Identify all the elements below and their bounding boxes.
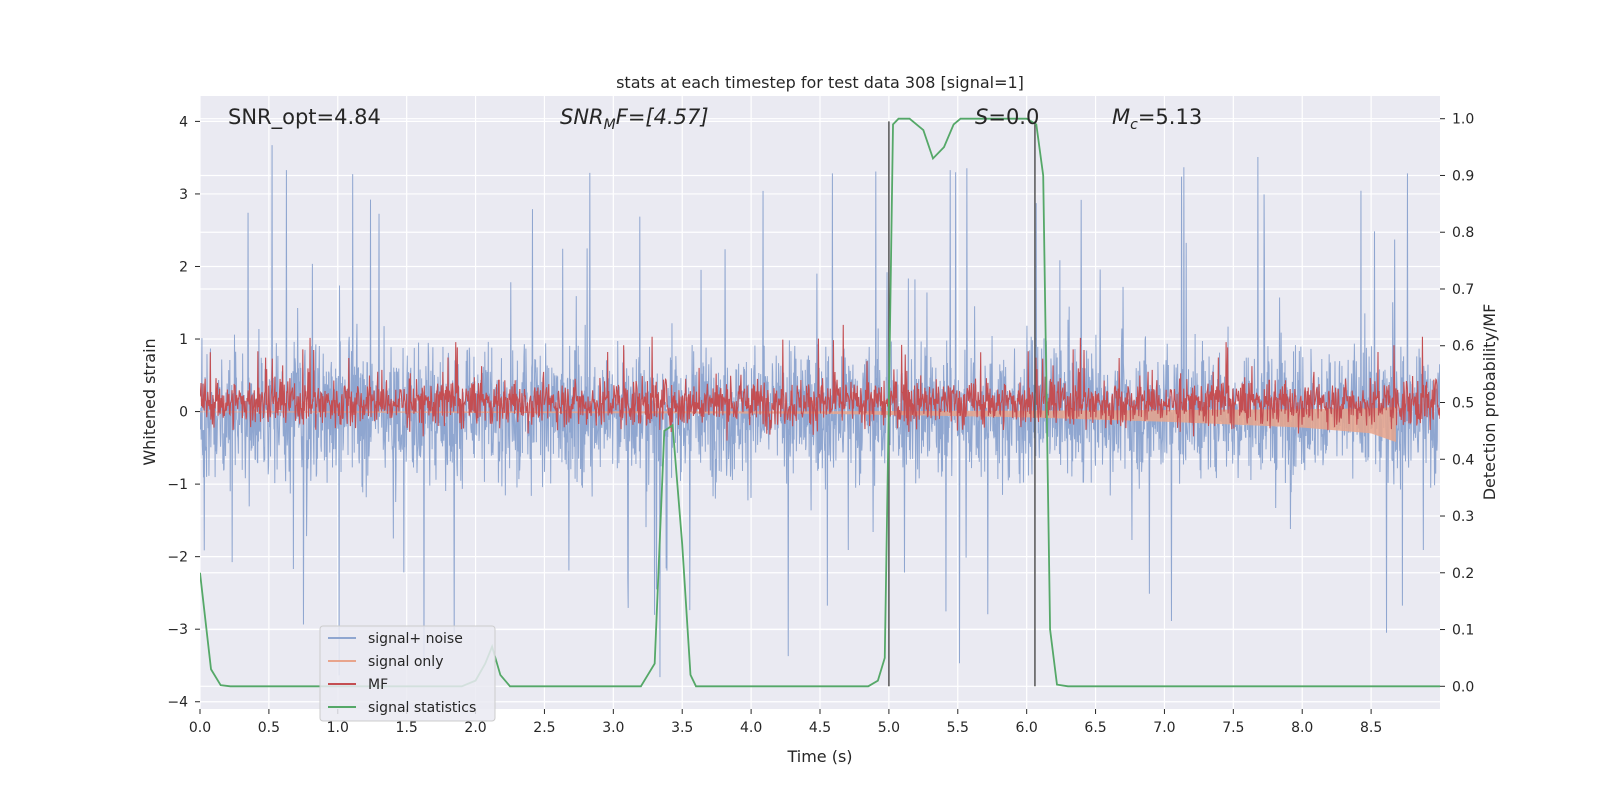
left-y-tick-label: 1	[179, 332, 188, 348]
x-tick-label: 4.0	[740, 720, 762, 736]
right-y-tick-label: 0.1	[1452, 623, 1474, 639]
left-y-tick-label: 4	[179, 114, 188, 130]
right-y-tick-label: 1.0	[1452, 112, 1474, 128]
annotation-s-value: =0.0	[988, 105, 1039, 129]
left-y-tick-label: 0	[179, 405, 188, 421]
x-tick-label: 2.5	[533, 720, 555, 736]
x-tick-label: 2.0	[464, 720, 486, 736]
annotation-snr-mf: SNRMF=[4.57]	[560, 105, 709, 133]
annotation-mc: Mc=5.13	[1112, 105, 1202, 133]
x-tick-label: 0.5	[258, 720, 280, 736]
right-y-tick-label: 0.0	[1452, 679, 1474, 695]
x-tick-labels: 0.0 0.5 1.0 1.5 2.0 2.5 3.0 3.5 4.0 4.5 5.0 5.5 6.0 6…	[189, 709, 1382, 736]
left-y-tick-label: −2	[167, 550, 188, 566]
x-tick-label: 7.5	[1222, 720, 1244, 736]
x-tick-label: 0.0	[189, 720, 211, 736]
right-y-tick-label: 0.9	[1452, 168, 1474, 184]
plot-content	[200, 117, 1440, 688]
annotation-mc-sub: c	[1130, 117, 1138, 133]
x-tick-label: 3.5	[671, 720, 693, 736]
x-tick-label: 7.0	[1153, 720, 1175, 736]
annotation-snr-mf-sub: M	[604, 117, 616, 133]
right-y-tick-label: 0.5	[1452, 396, 1474, 412]
annotation-snr-mf-main: SNR	[560, 105, 604, 129]
legend-frame	[319, 625, 496, 722]
annotation-snr-mf-f: F=[4.57]	[616, 105, 709, 129]
annotation-s: S=0.0	[975, 105, 1039, 129]
left-y-tick-labels: 4 3 2 1 0 −1 −2 −3 −4	[167, 114, 200, 711]
x-tick-label: 5.5	[947, 720, 969, 736]
annotation-mc-main: M	[1112, 105, 1130, 129]
right-y-tick-label: 0.2	[1452, 566, 1474, 582]
legend-label-signal-only: signal only	[368, 654, 443, 670]
x-tick-label: 1.0	[327, 720, 349, 736]
left-y-tick-label: −3	[167, 622, 188, 638]
x-tick-label: 3.0	[602, 720, 624, 736]
left-y-axis-label: Whitened strain	[140, 338, 159, 465]
series-mf	[200, 324, 1440, 441]
left-y-tick-label: −4	[167, 695, 188, 711]
annotation-mc-value: =5.13	[1138, 105, 1202, 129]
annotation-snr-opt: SNR_opt=4.84	[228, 105, 381, 130]
series-signal-only	[200, 407, 1396, 443]
left-y-tick-label: 2	[179, 259, 188, 275]
annotation-s-main: S	[975, 105, 988, 129]
x-axis-label: Time (s)	[786, 747, 852, 766]
x-tick-label: 8.5	[1360, 720, 1382, 736]
right-y-tick-label: 0.6	[1452, 339, 1474, 355]
legend-label-signal-noise: signal+ noise	[368, 631, 463, 647]
chart-title: stats at each timestep for test data 308…	[616, 73, 1024, 92]
x-tick-label: 6.0	[1016, 720, 1038, 736]
x-tick-label: 1.5	[396, 720, 418, 736]
right-y-axis-label: Detection probability/MF	[1480, 304, 1499, 501]
left-y-tick-label: −1	[167, 477, 188, 493]
x-tick-label: 5.0	[878, 720, 900, 736]
right-y-tick-labels: 0.0 0.1 0.2 0.3 0.4 0.5 0.6 0.7 0.8 0.9 1.0	[1440, 112, 1474, 695]
legend-label-signal-statistics: signal statistics	[368, 700, 476, 716]
legend-label-mf: MF	[368, 677, 388, 693]
right-y-tick-label: 0.4	[1452, 452, 1474, 468]
x-tick-label: 8.0	[1291, 720, 1313, 736]
x-tick-label: 6.5	[1084, 720, 1106, 736]
x-tick-label: 4.5	[809, 720, 831, 736]
left-y-tick-label: 3	[179, 187, 188, 203]
legend: signal+ noise signal only MF signal stat…	[319, 625, 496, 722]
right-y-tick-label: 0.7	[1452, 282, 1474, 298]
right-y-tick-label: 0.3	[1452, 509, 1474, 525]
right-y-tick-label: 0.8	[1452, 225, 1474, 241]
